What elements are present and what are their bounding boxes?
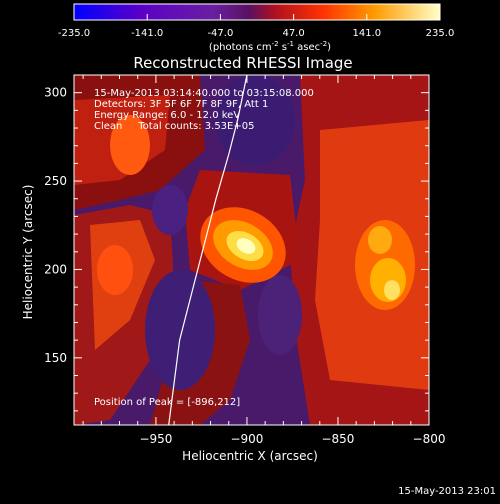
colorbar-tick-label: -235.0	[58, 28, 90, 39]
annotation-time-range: 15-May-2013 03:14:40.000 to 03:15:08.000	[94, 88, 314, 99]
colorbar-tick-label: -141.0	[131, 28, 163, 39]
y-axis-label: Heliocentric Y (arcsec)	[21, 185, 35, 320]
colorbar-tick-label: 235.0	[426, 28, 455, 39]
y-tick-label: 150	[44, 351, 67, 365]
chart-title: Reconstructed RHESSI Image	[133, 54, 352, 72]
footer-timestamp: 15-May-2013 23:01	[398, 486, 496, 497]
x-tick-label: −950	[139, 432, 172, 446]
peak-position-label: Position of Peak = [-896,212]	[94, 397, 241, 408]
colorbar	[73, 3, 441, 21]
annotation-energy-range: Energy Range: 6.0 - 12.0 keV	[94, 110, 241, 121]
colorbar-tick-label: 141.0	[352, 28, 381, 39]
y-tick-label: 200	[44, 262, 67, 276]
y-tick-label: 250	[44, 174, 67, 188]
y-tick-label: 300	[44, 86, 67, 100]
solar-limb-line	[168, 75, 248, 425]
colorbar-tick-label: 47.0	[282, 28, 304, 39]
plot-frame	[73, 74, 430, 426]
x-tick-label: −850	[321, 432, 354, 446]
annotation-detectors: Detectors: 3F 5F 6F 7F 8F 9F, Att 1	[94, 99, 269, 110]
x-tick-label: −900	[230, 432, 263, 446]
x-tick-label: −800	[413, 432, 446, 446]
x-axis-label: Heliocentric X (arcsec)	[182, 449, 318, 463]
colorbar-unit-label: (photons cm-2 s-1 asec-2)	[209, 40, 331, 53]
annotation-counts: Clean Total counts: 3.53E+05	[94, 121, 255, 132]
colorbar-tick-label: -47.0	[207, 28, 233, 39]
heatmap-image	[74, 75, 429, 425]
